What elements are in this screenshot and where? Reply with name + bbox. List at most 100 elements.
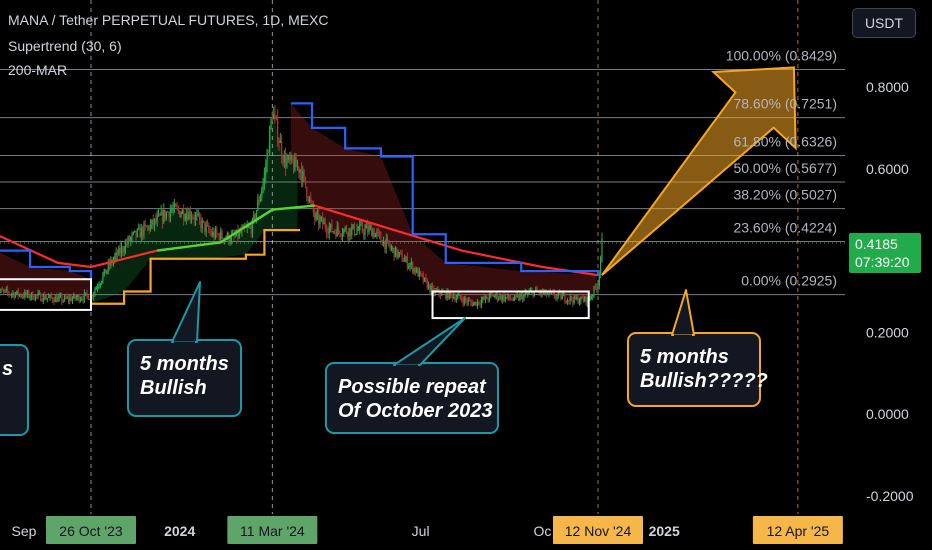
candle-body: [163, 210, 165, 223]
candle-body: [533, 290, 536, 297]
callout-text: Bullish?????: [640, 370, 768, 392]
candle-body: [131, 233, 133, 238]
candle-body: [523, 294, 525, 300]
candle-body: [213, 231, 215, 238]
candle-body: [77, 295, 79, 298]
x-tick-label: Sep: [12, 523, 37, 539]
candle-body: [589, 298, 591, 301]
candle-body: [87, 295, 89, 300]
candle-body: [287, 155, 289, 160]
candle-body: [9, 294, 11, 295]
candle-body: [327, 232, 329, 234]
time-axis[interactable]: Sep 26 Oct '23 2024 11 Mar '24 Jul Oc 12 Nov '…: [12, 516, 843, 544]
candle-body: [492, 294, 495, 297]
candle-body: [71, 298, 74, 301]
candle-body: [322, 217, 324, 225]
candle-body: [520, 294, 522, 296]
candle-body: [59, 295, 62, 297]
candle-body: [328, 227, 330, 234]
candle-body: [290, 155, 292, 160]
y-tick-label: 0.8000: [866, 79, 909, 95]
candle-body: [517, 295, 520, 301]
candle-body: [136, 229, 138, 237]
currency-button[interactable]: USDT: [852, 8, 916, 38]
candle-body: [86, 292, 88, 296]
candle-body: [0, 289, 2, 292]
candle-body: [153, 218, 156, 226]
candle-body: [569, 296, 571, 301]
candle-body: [600, 257, 602, 274]
candle-body: [169, 210, 172, 218]
candle-body: [148, 226, 150, 231]
candle-body: [341, 234, 344, 237]
candle-body: [312, 203, 314, 213]
candle-body: [65, 296, 67, 299]
candle-body: [217, 234, 219, 235]
candle-body: [496, 293, 498, 300]
candle-body: [316, 213, 318, 215]
candle-body: [82, 299, 84, 301]
candle-body: [265, 166, 267, 175]
candle-body: [157, 213, 160, 216]
candle-body: [8, 292, 10, 295]
candle-body: [7, 289, 9, 293]
candle-body: [510, 298, 512, 300]
candle-body: [568, 299, 570, 301]
candle-body: [135, 230, 137, 237]
candle-body: [14, 293, 17, 298]
candle-body: [45, 298, 47, 300]
candle-body: [151, 219, 153, 225]
candle-body: [54, 296, 56, 303]
consolidation-box: [0, 278, 93, 311]
candle-body: [274, 114, 276, 116]
candle-body: [28, 291, 30, 298]
indicator-supertrend-label[interactable]: Supertrend (30, 6): [8, 38, 122, 54]
supertrend-fill: [0, 252, 91, 300]
candle-body: [234, 235, 236, 237]
candle-body: [266, 152, 268, 167]
candle-body: [200, 219, 202, 228]
candle-body: [271, 119, 273, 120]
last-price-value: 0.4185: [855, 236, 898, 252]
candle-body: [247, 226, 250, 227]
candle-body: [34, 295, 37, 300]
candle-body: [454, 296, 456, 301]
candle-body: [401, 253, 403, 262]
candle-body: [388, 240, 390, 246]
supertrend-fill: [290, 103, 597, 304]
candle-body: [292, 161, 295, 171]
candle-body: [177, 207, 179, 211]
candle-body: [134, 230, 136, 233]
consolidation-boxes: [0, 278, 590, 320]
bar-countdown: 07:39:20: [855, 254, 910, 270]
candle-body: [564, 294, 566, 302]
candle-body: [524, 292, 526, 295]
candle-body: [239, 231, 242, 233]
candle-body: [499, 295, 501, 299]
candle-body: [255, 210, 258, 220]
candle-body: [48, 296, 50, 298]
candle-body: [167, 212, 169, 213]
candle-body: [192, 217, 194, 219]
candle-body: [21, 296, 23, 297]
candle-body: [462, 300, 464, 304]
candle-body: [107, 262, 109, 271]
callout-text: Of October 2023: [338, 400, 493, 422]
candle-body: [560, 292, 562, 300]
candle-body: [30, 292, 33, 297]
candle-body: [53, 300, 55, 303]
candle-body: [119, 247, 121, 254]
indicator-ma-label[interactable]: 200-MAR: [8, 62, 68, 78]
candle-body: [502, 295, 504, 301]
candle-body: [198, 214, 201, 220]
candle-body: [556, 295, 558, 298]
candle-body: [323, 221, 325, 225]
candle-body: [220, 231, 222, 241]
candle-body: [373, 231, 375, 238]
candle-body: [539, 291, 541, 294]
candle-body: [447, 290, 450, 299]
candle-body: [89, 299, 91, 300]
